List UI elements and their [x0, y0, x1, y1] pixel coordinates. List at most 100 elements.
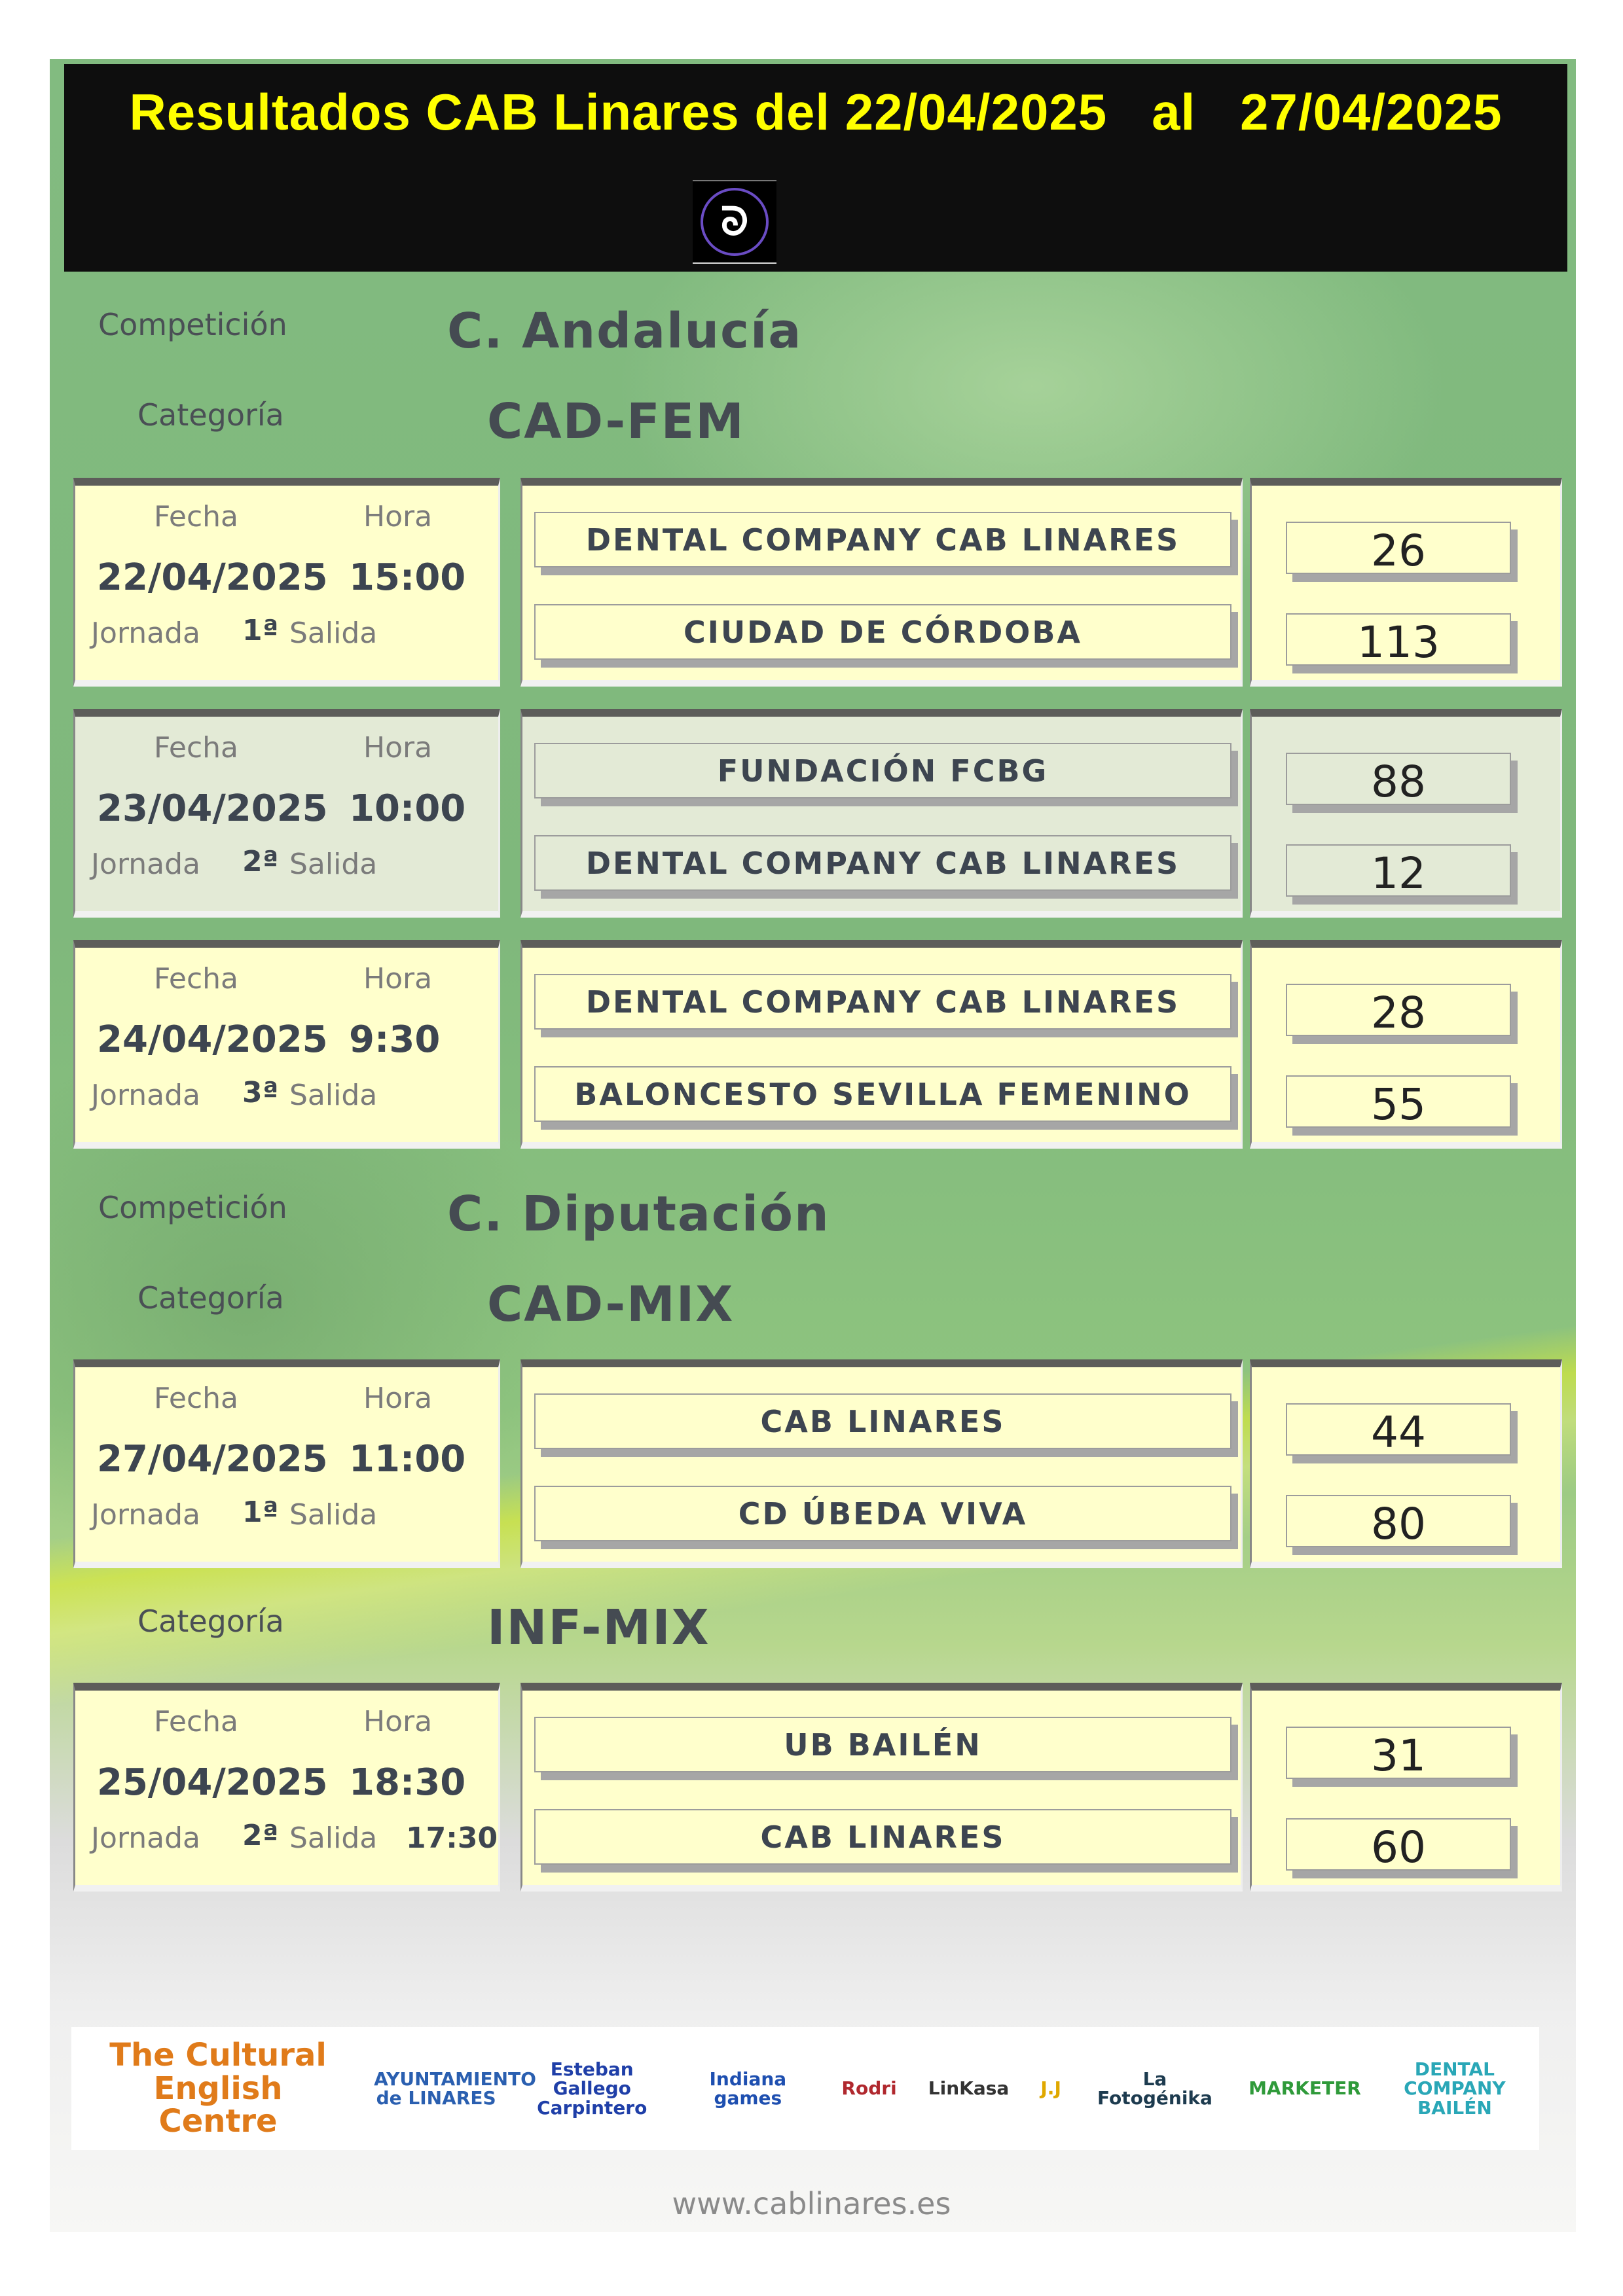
match-date: 27/04/2025 [97, 1438, 328, 1480]
hora-label: Hora [363, 1705, 433, 1738]
teams-box: DENTAL COMPANY CAB LINARES CIUDAD DE CÓRD… [520, 478, 1243, 687]
away-score: 113 [1286, 613, 1511, 666]
home-team: CAB LINARES [534, 1393, 1231, 1449]
home-team: DENTAL COMPANY CAB LINARES [534, 974, 1231, 1030]
sponsor-logo: The Cultural English Centre [109, 2037, 327, 2140]
salida-label: Salida [289, 1821, 378, 1855]
match-date: 22/04/2025 [97, 556, 328, 599]
home-score: 44 [1286, 1403, 1511, 1456]
match-time: 15:00 [349, 556, 466, 599]
category-name: CAD-MIX [487, 1276, 735, 1333]
sponsor-logo: DENTAL COMPANY BAILÉN [1404, 2058, 1506, 2119]
website-link[interactable]: www.cablinares.es [672, 2186, 951, 2221]
fecha-label: Fecha [154, 500, 239, 533]
away-team: CIUDAD DE CÓRDOBA [534, 604, 1231, 660]
jornada-label: Jornada [91, 1821, 200, 1855]
scores-box: 88 12 [1250, 709, 1562, 918]
jornada-number: 2ª [242, 1819, 279, 1852]
hora-label: Hora [363, 500, 433, 533]
home-score: 31 [1286, 1727, 1511, 1779]
jornada-number: 1ª [242, 614, 279, 647]
teams-box: CAB LINARES CD ÚBEDA VIVA [520, 1359, 1243, 1568]
competition-label: Competición [98, 1190, 287, 1225]
home-score: 26 [1286, 522, 1511, 574]
fecha-label: Fecha [154, 962, 239, 996]
match-date: 24/04/2025 [97, 1018, 328, 1061]
jornada-label: Jornada [91, 848, 200, 881]
scores-box: 26 113 [1250, 478, 1562, 687]
home-team: UB BAILÉN [534, 1717, 1231, 1772]
sponsor-logo: La Fotogénika [1097, 2068, 1213, 2109]
category-name: INF-MIX [487, 1600, 710, 1656]
competition-label: Competición [98, 307, 287, 342]
sponsors-band: The Cultural English Centre AYUNTAMIENTO … [71, 2027, 1539, 2150]
sponsor-logo: MARKETER [1249, 2077, 1361, 2100]
away-score: 80 [1286, 1495, 1511, 1547]
away-team: CAB LINARES [534, 1809, 1231, 1865]
scores-box: 44 80 [1250, 1359, 1562, 1568]
fecha-label: Fecha [154, 1382, 239, 1415]
match-info-box: Fecha Hora 23/04/2025 10:00 Jornada 2ª Salida [73, 709, 500, 918]
match-time: 9:30 [349, 1018, 441, 1061]
away-team: CD ÚBEDA VIVA [534, 1486, 1231, 1541]
match-info-box: Fecha Hora 27/04/2025 11:00 Jornada 1ª Salida [73, 1359, 500, 1568]
hora-label: Hora [363, 962, 433, 996]
match-time: 10:00 [349, 787, 466, 830]
header-banner: Resultados CAB Linares del 22/04/2025 al… [64, 64, 1567, 272]
jornada-number: 1ª [242, 1496, 279, 1529]
category-label: Categoría [137, 1604, 284, 1639]
away-team: BALONCESTO SEVILLA FEMENINO [534, 1066, 1231, 1122]
scores-box: 31 60 [1250, 1683, 1562, 1892]
away-score: 12 [1286, 844, 1511, 897]
home-team: DENTAL COMPANY CAB LINARES [534, 512, 1231, 567]
match-time: 18:30 [349, 1761, 466, 1804]
teams-box: UB BAILÉN CAB LINARES [520, 1683, 1243, 1892]
competition-name: C. Andalucía [447, 303, 803, 359]
salida-label: Salida [289, 1498, 378, 1532]
match-info-box: Fecha Hora 25/04/2025 18:30 Jornada 2ª Salida 1… [73, 1683, 500, 1892]
jornada-number: 2ª [242, 845, 279, 878]
category-label: Categoría [137, 1280, 284, 1316]
away-score: 55 [1286, 1075, 1511, 1128]
club-logo-icon: ᘐ [701, 188, 769, 256]
match-card: Fecha Hora 22/04/2025 15:00 Jornada 1ª Salida D… [73, 478, 1562, 687]
jornada-label: Jornada [91, 617, 200, 650]
salida-label: Salida [289, 1079, 378, 1112]
match-date: 23/04/2025 [97, 787, 328, 830]
salida-label: Salida [289, 848, 378, 881]
sponsor-logo: J.J [1040, 2077, 1061, 2100]
fecha-label: Fecha [154, 731, 239, 764]
match-card: Fecha Hora 24/04/2025 9:30 Jornada 3ª Salida DE… [73, 940, 1562, 1149]
hora-label: Hora [363, 731, 433, 764]
fecha-label: Fecha [154, 1705, 239, 1738]
page-title: Resultados CAB Linares del 22/04/2025 al… [129, 83, 1503, 141]
home-score: 88 [1286, 753, 1511, 805]
club-logo: ᘐ [693, 180, 776, 264]
competition-name: C. Diputación [447, 1186, 830, 1242]
category-name: CAD-FEM [487, 393, 745, 450]
match-card: Fecha Hora 27/04/2025 11:00 Jornada 1ª Salida C… [73, 1359, 1562, 1568]
match-card: Fecha Hora 23/04/2025 10:00 Jornada 2ª Salida F… [73, 709, 1562, 918]
home-score: 28 [1286, 984, 1511, 1036]
salida-label: Salida [289, 617, 378, 650]
sponsor-logo: Esteban Gallego Carpintero [537, 2058, 647, 2119]
sponsor-logo: Indiana games [709, 2068, 787, 2109]
match-info-box: Fecha Hora 22/04/2025 15:00 Jornada 1ª Salida [73, 478, 500, 687]
salida-time: 17:30 [406, 1821, 498, 1855]
jornada-number: 3ª [242, 1076, 279, 1109]
hora-label: Hora [363, 1382, 433, 1415]
sponsor-logo: LinKasa [928, 2077, 1010, 2100]
jornada-label: Jornada [91, 1079, 200, 1112]
match-card: Fecha Hora 25/04/2025 18:30 Jornada 2ª Salida 1… [73, 1683, 1562, 1892]
scores-box: 28 55 [1250, 940, 1562, 1149]
away-team: DENTAL COMPANY CAB LINARES [534, 835, 1231, 891]
sponsor-logo: AYUNTAMIENTO de LINARES [374, 2068, 536, 2109]
away-score: 60 [1286, 1818, 1511, 1871]
match-date: 25/04/2025 [97, 1761, 328, 1804]
jornada-label: Jornada [91, 1498, 200, 1532]
teams-box: DENTAL COMPANY CAB LINARES BALONCESTO SEV… [520, 940, 1243, 1149]
sponsor-logo: Rodri [841, 2077, 897, 2100]
teams-box: FUNDACIÓN FCBG DENTAL COMPANY CAB LINARES [520, 709, 1243, 918]
match-info-box: Fecha Hora 24/04/2025 9:30 Jornada 3ª Salida [73, 940, 500, 1149]
home-team: FUNDACIÓN FCBG [534, 743, 1231, 798]
